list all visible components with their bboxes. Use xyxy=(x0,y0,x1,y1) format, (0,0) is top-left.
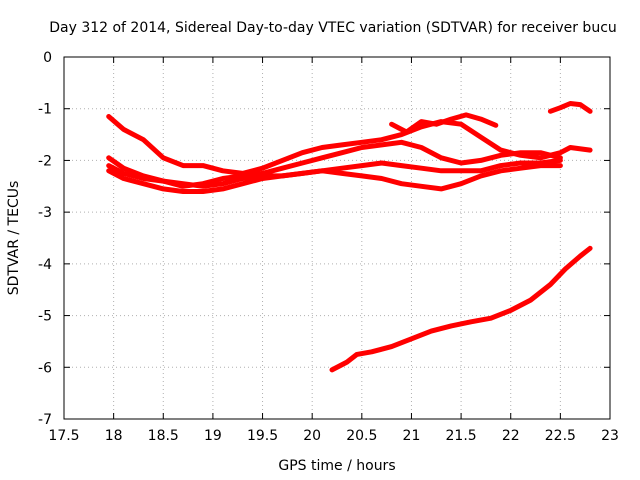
x-tick-label: 19.5 xyxy=(247,428,278,444)
y-tick-label: -2 xyxy=(38,153,52,169)
x-tick-label: 17.5 xyxy=(48,428,79,444)
x-axis-label: GPS time / hours xyxy=(278,458,395,474)
ticks: 17.5 18 18.5 19 19.5 20 20.5 21 21.5 22 22.5 23 0 -1 -… xyxy=(38,50,619,444)
x-tick-label: 18 xyxy=(105,428,123,444)
series-line-arc-3 xyxy=(106,157,563,189)
x-tick-label: 21 xyxy=(403,428,421,444)
x-tick-label: 22 xyxy=(502,428,520,444)
y-tick-label: -1 xyxy=(38,102,52,118)
x-tick-label: 21.5 xyxy=(446,428,477,444)
series-line-arc-6 xyxy=(547,101,593,114)
y-axis-label: SDTVAR / TECUs xyxy=(6,181,22,296)
x-tick-label: 23 xyxy=(601,428,619,444)
y-tick-label: -7 xyxy=(38,412,52,428)
x-tick-label: 19 xyxy=(204,428,222,444)
y-tick-label: -5 xyxy=(38,309,52,325)
chart-title: Day 312 of 2014, Sidereal Day-to-day VTE… xyxy=(49,20,617,36)
y-tick-label: -3 xyxy=(38,205,52,221)
plot-frame xyxy=(63,56,611,420)
y-tick-label: 0 xyxy=(43,50,52,66)
x-tick-label: 20.5 xyxy=(346,428,377,444)
x-tick-label: 18.5 xyxy=(148,428,179,444)
series-layer xyxy=(106,101,593,373)
x-tick-label: 20 xyxy=(303,428,321,444)
series-line-arc-7 xyxy=(329,245,593,373)
y-tick-label: -4 xyxy=(38,257,52,273)
y-tick-label: -6 xyxy=(38,360,52,376)
series-line-arc-4 xyxy=(106,163,563,194)
series-line-arc-5 xyxy=(389,112,499,135)
x-tick-label: 22.5 xyxy=(545,428,576,444)
